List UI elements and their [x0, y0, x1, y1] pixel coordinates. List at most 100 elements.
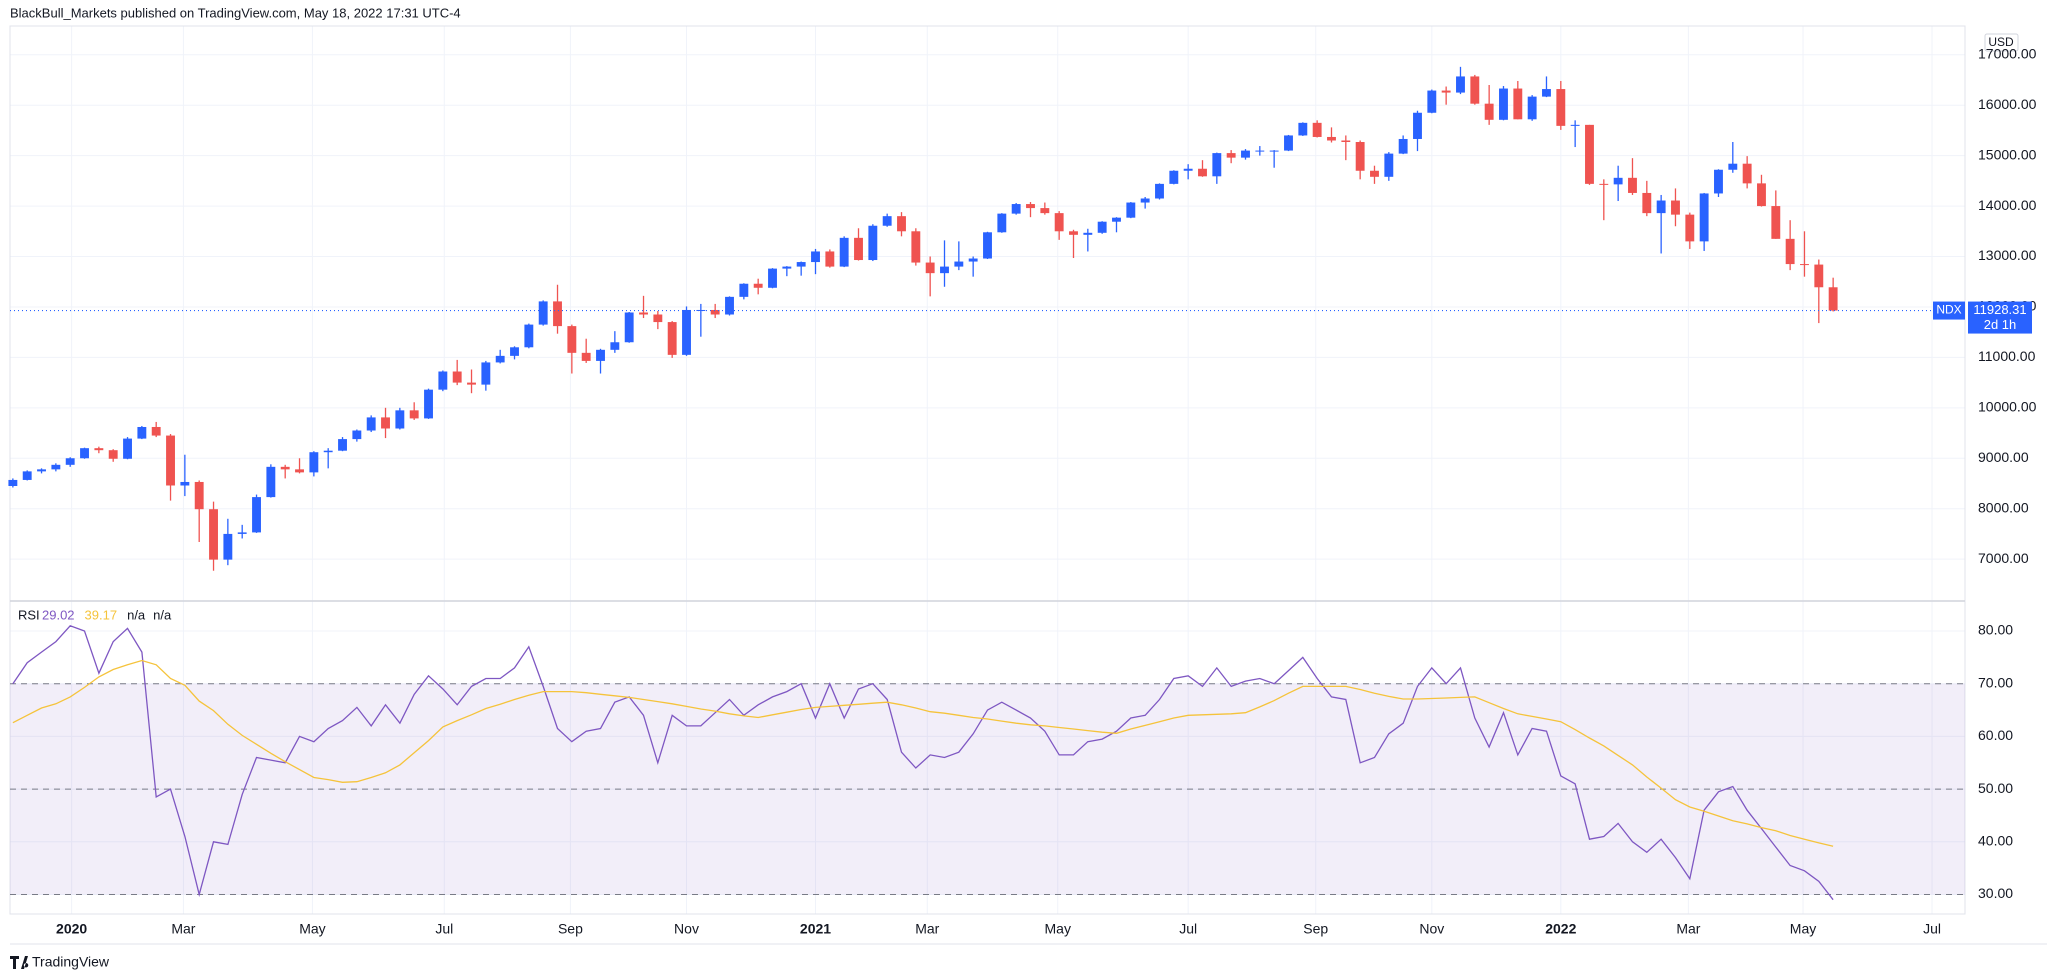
- x-tick-label: May: [299, 921, 325, 937]
- symbol-box: [1933, 301, 1965, 320]
- candle-body: [151, 426, 161, 436]
- candle-body: [1212, 153, 1222, 177]
- candle-body: [839, 237, 849, 267]
- candle-body: [868, 225, 878, 261]
- candle-body: [123, 438, 132, 459]
- indicator-value: 39.17: [85, 607, 118, 622]
- last-price-label: 11928.31: [1973, 302, 2026, 317]
- y-tick-label: 13000.00: [1978, 247, 2037, 263]
- x-tick-label: Sep: [558, 921, 583, 937]
- candle-body: [753, 283, 763, 288]
- y-tick-label: 60.00: [1978, 727, 2013, 743]
- header-text: BlackBull_Markets published on TradingVi…: [10, 5, 461, 20]
- y-tick-label: 15000.00: [1978, 146, 2037, 162]
- candle-body: [1742, 163, 1752, 184]
- indicator-na: n/a: [127, 607, 146, 622]
- candle-body: [811, 251, 820, 263]
- x-tick-label: Jul: [1923, 921, 1941, 937]
- candle-body: [1570, 124, 1580, 126]
- candle-body: [667, 322, 677, 355]
- candle-body: [1284, 135, 1293, 151]
- logo-icon: [10, 956, 29, 969]
- candle-body: [739, 283, 749, 297]
- candle-body: [1685, 214, 1695, 242]
- candle-body: [524, 324, 534, 348]
- candle-body: [1413, 112, 1422, 139]
- y-tick-label: 9000.00: [1978, 449, 2029, 465]
- candle-body: [983, 232, 992, 259]
- countdown-label: 2d 1h: [1984, 317, 2017, 332]
- candle-body: [1241, 150, 1250, 158]
- candle-body: [1069, 231, 1078, 235]
- candle-body: [194, 481, 204, 510]
- candle-body: [65, 458, 75, 465]
- x-tick-label: Mar: [171, 921, 195, 937]
- x-tick-label: Nov: [674, 921, 699, 937]
- candle-body: [510, 347, 519, 356]
- candle-body: [624, 312, 634, 343]
- indicator-line: [12, 625, 1834, 901]
- candle-body: [137, 426, 147, 439]
- candle-body: [1671, 200, 1680, 215]
- candle-body: [338, 439, 347, 451]
- candle-body: [1714, 169, 1723, 194]
- candle-body: [1040, 208, 1050, 214]
- candle-body: [1628, 177, 1637, 193]
- candle-body: [567, 326, 577, 353]
- candle-body: [1542, 89, 1551, 97]
- candle-body: [1097, 221, 1107, 233]
- candle-body: [1384, 153, 1394, 177]
- candle-body: [1298, 122, 1308, 136]
- candle-body: [1269, 150, 1279, 152]
- candle-body: [481, 362, 491, 385]
- candle-body: [424, 389, 433, 419]
- y-tick-label: 16000.00: [1978, 96, 2037, 112]
- candle-body: [653, 314, 663, 323]
- candle-body: [596, 349, 605, 361]
- candle-body: [882, 216, 892, 226]
- candle-body: [51, 464, 61, 470]
- candle-body: [854, 237, 863, 261]
- candle-body: [1198, 168, 1207, 177]
- y-tick-label: 11000.00: [1978, 348, 2036, 364]
- candle-body: [209, 509, 218, 560]
- y-tick-label: 10000.00: [1978, 399, 2037, 415]
- candle-body: [1513, 88, 1523, 120]
- candle-body: [897, 216, 906, 232]
- candle-body: [710, 309, 720, 315]
- candle-body: [1427, 90, 1437, 113]
- x-tick-label: May: [1045, 921, 1071, 937]
- candle-body: [1183, 168, 1193, 171]
- x-tick-label: Nov: [1419, 921, 1444, 937]
- candle-body: [538, 301, 548, 325]
- x-tick-label: May: [1790, 921, 1816, 937]
- symbol-label: NDX: [1936, 303, 1961, 317]
- y-tick-label: 14000.00: [1978, 197, 2037, 213]
- candle-body: [352, 430, 362, 440]
- indicator-na: n/a: [153, 607, 172, 622]
- indicator-line: [12, 659, 1834, 847]
- candle-body: [1169, 170, 1179, 184]
- y-tick-label: 40.00: [1978, 833, 2013, 849]
- candle-body: [1026, 204, 1035, 209]
- footer-logo: [10, 956, 29, 969]
- candle-body: [37, 469, 46, 472]
- candle-body: [467, 382, 476, 385]
- footer-brand: TradingView: [32, 954, 110, 970]
- x-tick-label: 2020: [56, 921, 87, 937]
- candle-body: [1771, 206, 1781, 239]
- candle-body: [252, 497, 261, 533]
- candle-body: [911, 231, 921, 263]
- y-tick-label: 7000.00: [1978, 550, 2029, 566]
- candle-body: [438, 371, 448, 390]
- candle-body: [1699, 193, 1709, 242]
- y-tick-label: 17000.00: [1978, 45, 2037, 61]
- currency-label: USD: [1988, 35, 2014, 49]
- candle-body: [180, 481, 190, 486]
- candle-body: [696, 309, 706, 311]
- y-tick-label: 70.00: [1978, 674, 2013, 690]
- candle-body: [1312, 122, 1322, 137]
- candle-body: [108, 450, 118, 459]
- candle-body: [409, 410, 419, 419]
